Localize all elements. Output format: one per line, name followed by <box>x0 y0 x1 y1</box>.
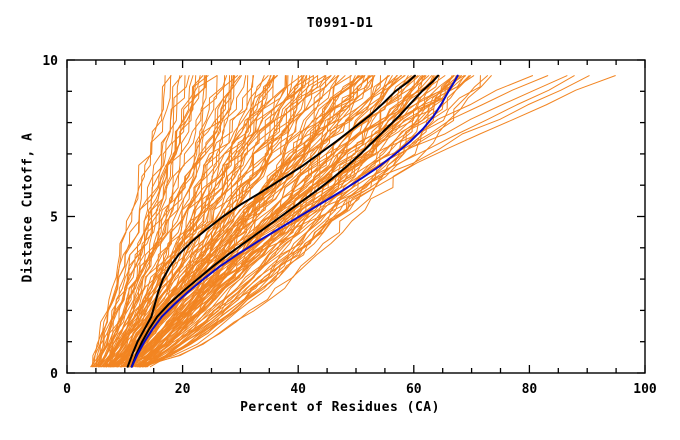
orange-outlier-curve <box>134 75 575 368</box>
orange-model-curve <box>97 75 235 368</box>
y-tick-label: 10 <box>42 54 58 69</box>
axes-group: 0 20 40 60 80 100 0 5 10 <box>42 54 657 397</box>
orange-outlier-curve <box>110 75 534 368</box>
x-tick-label: 60 <box>406 382 422 397</box>
orange-model-curve <box>105 75 254 368</box>
orange-model-curve <box>130 75 376 368</box>
orange-model-curve <box>131 75 423 368</box>
orange-model-curve <box>146 75 462 368</box>
orange-model-curve <box>92 75 190 368</box>
blue-curve-1 <box>130 74 459 368</box>
orange-model-curve <box>109 75 303 368</box>
y-tick-label: 5 <box>50 211 58 226</box>
orange-model-curve <box>103 75 255 368</box>
orange-model-curve <box>99 75 241 368</box>
orange-model-curve <box>142 75 492 368</box>
black-curve-2 <box>130 74 440 368</box>
orange-model-curve <box>109 75 294 368</box>
orange-model-curve <box>145 75 481 368</box>
orange-curve-group <box>90 75 616 368</box>
x-tick-label: 100 <box>633 382 657 397</box>
orange-outlier-curve <box>139 75 590 368</box>
orange-model-curve <box>108 75 299 368</box>
orange-model-curve <box>134 75 415 368</box>
x-axis-label: Percent of Residues (CA) <box>240 400 440 415</box>
black-curve-1 <box>126 74 416 368</box>
orange-model-curve <box>103 75 226 368</box>
orange-model-curve <box>93 75 204 368</box>
x-tick-label: 80 <box>522 382 538 397</box>
x-tick-label: 0 <box>63 382 71 397</box>
x-tick-label: 20 <box>175 382 191 397</box>
orange-model-curve <box>100 75 209 368</box>
orange-model-curve <box>92 75 172 368</box>
orange-model-curve <box>128 75 391 368</box>
orange-model-curve <box>123 75 371 368</box>
orange-model-curve <box>111 75 286 368</box>
orange-model-curve <box>144 75 470 368</box>
orange-model-curve <box>108 75 236 368</box>
orange-outlier-curve <box>119 75 568 368</box>
orange-outlier-curve <box>141 75 616 368</box>
orange-model-curve <box>104 75 269 368</box>
orange-model-curve <box>130 75 402 368</box>
chart-title: T0991-D1 <box>306 16 374 31</box>
orange-model-curve <box>145 75 461 368</box>
orange-model-curve <box>94 75 205 368</box>
highlight-curve-group <box>126 74 459 368</box>
y-tick-label: 0 <box>50 367 58 382</box>
orange-model-curve <box>144 75 453 368</box>
orange-model-curve <box>144 75 489 368</box>
x-tick-label: 40 <box>290 382 306 397</box>
